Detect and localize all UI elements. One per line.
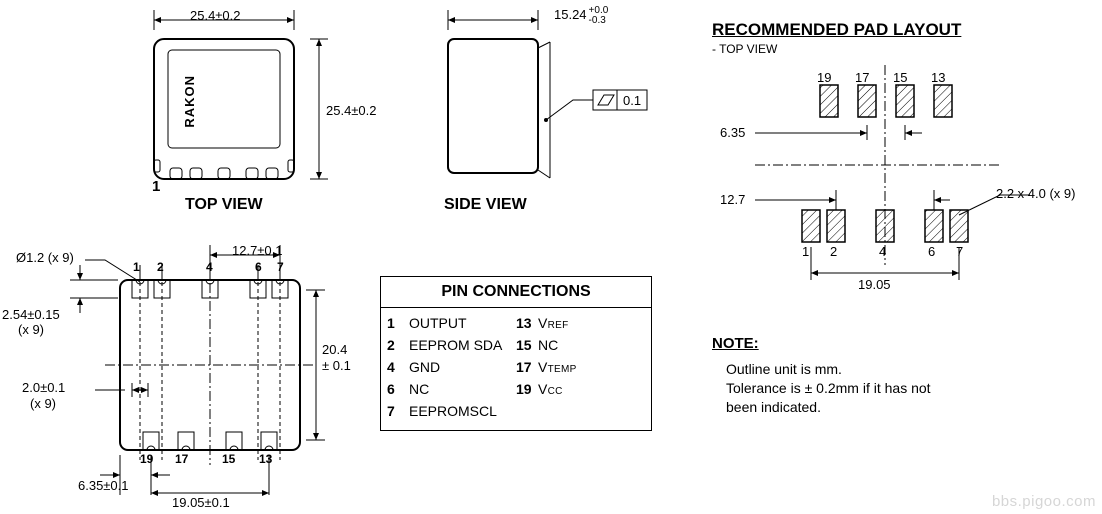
bv-padh-dim: 2.54±0.15 bbox=[2, 307, 60, 322]
pad-dim-12p7: 12.7 bbox=[720, 192, 745, 207]
pad-top-17: 17 bbox=[855, 70, 869, 85]
side-width-lower: -0.3 bbox=[589, 15, 606, 26]
bv-padw-dim: 2.0±0.1 bbox=[22, 380, 65, 395]
note-line3: been indicated. bbox=[726, 398, 1076, 417]
bv-top-pin-1: 1 bbox=[133, 260, 140, 274]
bv-bodyh-tol: ± 0.1 bbox=[322, 358, 351, 373]
pin-row: 15NC bbox=[516, 334, 645, 356]
flatness-value: 0.1 bbox=[623, 93, 641, 108]
bv-rowspan-dim: 19.05±0.1 bbox=[172, 495, 230, 510]
bv-top-pin-6: 6 bbox=[255, 260, 262, 274]
pad-top-15: 15 bbox=[893, 70, 907, 85]
bv-top-pin-4: 4 bbox=[206, 260, 213, 274]
pin-row: 17Vtemp bbox=[516, 356, 645, 378]
note-body: Outline unit is mm. Tolerance is ± 0.2mm… bbox=[726, 360, 1076, 417]
note-title: NOTE: bbox=[712, 335, 759, 352]
top-view-width-dim: 25.4±0.2 bbox=[190, 8, 241, 23]
side-width-base: 15.24 bbox=[554, 7, 587, 22]
pad-bot-1: 1 bbox=[802, 244, 809, 259]
bv-bot-pin-17: 17 bbox=[175, 452, 188, 466]
bv-bot-pin-19: 19 bbox=[140, 452, 153, 466]
pad-dim-19p05: 19.05 bbox=[858, 277, 891, 292]
pin-row: 1OUTPUT bbox=[387, 312, 516, 334]
pad-dim-size: 2.2 x 4.0 (x 9) bbox=[996, 186, 1075, 201]
pad-layout-title: RECOMMENDED PAD LAYOUT bbox=[712, 20, 961, 40]
bv-padh-note: (x 9) bbox=[18, 322, 44, 337]
bv-edge-dim: 6.35±0.1 bbox=[78, 478, 129, 493]
bottom-view-drawing bbox=[10, 235, 360, 510]
pad-layout-subtitle: - TOP VIEW bbox=[712, 42, 777, 56]
top-view-height-dim: 25.4±0.2 bbox=[326, 103, 377, 118]
pin-row: 13Vref bbox=[516, 312, 645, 334]
bv-top-pin-7: 7 bbox=[277, 260, 284, 274]
bv-pitch-dim: 12.7±0.1 bbox=[232, 243, 283, 258]
note-line2: Tolerance is ± 0.2mm if it has not bbox=[726, 379, 1076, 398]
pin-table-header: PIN CONNECTIONS bbox=[381, 277, 651, 308]
bv-hole-dim: Ø1.2 (x 9) bbox=[16, 250, 74, 265]
brand-text: RAKON bbox=[182, 75, 197, 128]
pin-row: 2EEPROM SDA bbox=[387, 334, 516, 356]
note-line1: Outline unit is mm. bbox=[726, 360, 1076, 379]
pin-col-right: 13Vref 15NC 17Vtemp 19Vcc bbox=[516, 312, 645, 422]
side-view-label: SIDE VIEW bbox=[444, 196, 527, 214]
top-view-drawing bbox=[110, 0, 340, 200]
pin-connections-table: PIN CONNECTIONS 1OUTPUT 2EEPROM SDA 4GND… bbox=[380, 276, 652, 431]
pin-row: 4GND bbox=[387, 356, 516, 378]
bv-padw-note: (x 9) bbox=[30, 396, 56, 411]
pad-bot-2: 2 bbox=[830, 244, 837, 259]
side-view-width-dim: 15.24+0.0-0.3 bbox=[554, 6, 608, 25]
bv-bot-pin-13: 13 bbox=[259, 452, 272, 466]
bv-bodyh-dim: 20.4 bbox=[322, 342, 347, 357]
bv-top-pin-2: 2 bbox=[157, 260, 164, 274]
pad-layout-drawing bbox=[700, 55, 1100, 305]
bv-bot-pin-15: 15 bbox=[222, 452, 235, 466]
pad-bot-7: 7 bbox=[956, 244, 963, 259]
pad-top-19: 19 bbox=[817, 70, 831, 85]
watermark: bbs.pigoo.com bbox=[992, 493, 1096, 510]
pin-row: 19Vcc bbox=[516, 378, 645, 400]
pad-bot-4: 4 bbox=[879, 244, 886, 259]
pad-bot-6: 6 bbox=[928, 244, 935, 259]
top-view-label: TOP VIEW bbox=[185, 196, 263, 214]
pin-col-left: 1OUTPUT 2EEPROM SDA 4GND 6NC 7EEPROMSCL bbox=[387, 312, 516, 422]
pin-row: 7EEPROMSCL bbox=[387, 400, 516, 422]
pin-row: 6NC bbox=[387, 378, 516, 400]
pad-top-13: 13 bbox=[931, 70, 945, 85]
pin1-marker: 1 bbox=[152, 178, 160, 195]
pad-dim-6p35: 6.35 bbox=[720, 125, 745, 140]
